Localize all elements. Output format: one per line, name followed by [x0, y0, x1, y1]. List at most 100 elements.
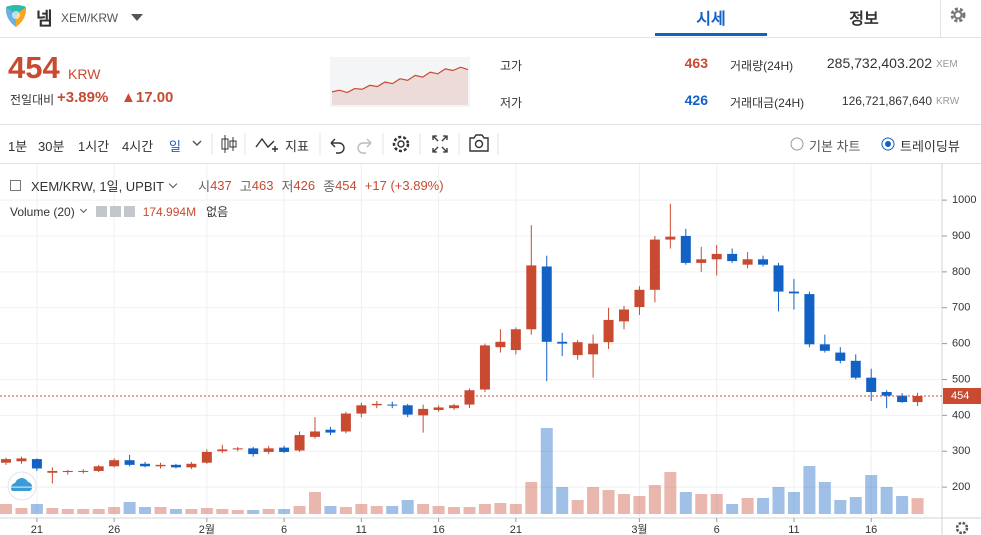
- candle-body: [1, 459, 11, 463]
- ohlc-label: 종: [323, 179, 336, 194]
- dropdown[interactable]: [130, 12, 144, 22]
- chevron[interactable]: [192, 140, 202, 147]
- x-tick-label: 16: [432, 524, 444, 535]
- volume-bar: [865, 475, 878, 514]
- y-tick-label: 400: [952, 409, 970, 421]
- candle-type-button[interactable]: [221, 135, 237, 153]
- mode-option[interactable]: 트레이딩뷰: [900, 139, 960, 154]
- sparkline-line: [331, 66, 469, 94]
- screenshot-button[interactable]: [469, 134, 489, 152]
- coin-name: 넴: [36, 9, 53, 29]
- settings-button[interactable]: [949, 6, 967, 24]
- ohlc-value: 426: [293, 178, 316, 193]
- candle-body: [217, 449, 228, 452]
- volume-bar: [339, 507, 352, 514]
- candle-body: [78, 470, 89, 472]
- candle-body: [418, 408, 429, 416]
- stat-value: 126,721,867,640: [841, 94, 932, 108]
- candle-body: [912, 395, 923, 403]
- volume-bar: [417, 504, 430, 514]
- candle-body: [680, 235, 691, 263]
- divider: [940, 0, 941, 37]
- candle-body: [665, 236, 676, 240]
- candle-body: [93, 466, 104, 471]
- x-tick-label: 6: [281, 524, 287, 535]
- price-tag-label: 454: [951, 390, 969, 402]
- x-tick-label: 16: [865, 524, 877, 535]
- ohlc-label: 시: [198, 179, 211, 194]
- indicator-button[interactable]: 지표: [285, 139, 309, 154]
- y-tick-label: 200: [952, 481, 970, 493]
- candle-body: [866, 377, 877, 393]
- volume-bar: [61, 509, 74, 514]
- tab[interactable]: 시세: [696, 11, 726, 28]
- tab[interactable]: 정보: [849, 11, 879, 28]
- stat-label: 저가: [500, 96, 523, 110]
- interval-button[interactable]: 1시간: [78, 139, 110, 154]
- x-tick-label: 21: [31, 524, 43, 535]
- interval-button[interactable]: 1분: [8, 139, 28, 154]
- y-tick-label: 800: [952, 266, 970, 278]
- stat-label: 거래대금(24H): [730, 96, 805, 110]
- candle-body: [804, 294, 815, 345]
- candle-body: [433, 407, 444, 410]
- candle-body: [819, 344, 830, 351]
- ohlc-value: 454: [335, 178, 357, 193]
- candle-body: [510, 329, 521, 351]
- ohlc-label: 저: [281, 179, 294, 194]
- interval-button[interactable]: 일: [169, 139, 181, 154]
- candle-body: [170, 464, 181, 468]
- volume-icon[interactable]: [123, 206, 135, 217]
- candle-body: [186, 463, 197, 468]
- volume-bar: [92, 509, 105, 514]
- stat-unit: KRW: [936, 96, 960, 107]
- candle-body: [232, 448, 243, 450]
- candle-body: [742, 259, 753, 265]
- candle-body: [16, 458, 27, 462]
- interval-button[interactable]: 30분: [38, 139, 65, 154]
- volume-bar: [448, 507, 461, 514]
- stat-unit: XEM: [936, 59, 958, 70]
- settings-button[interactable]: [392, 135, 410, 153]
- candle-body: [897, 395, 908, 403]
- volume-bar: [726, 504, 739, 514]
- candle-body: [387, 404, 398, 406]
- redo-button[interactable]: [357, 138, 372, 154]
- candle-body: [541, 266, 552, 342]
- volume-bar: [633, 496, 646, 514]
- exchange-logo[interactable]: [7, 471, 37, 501]
- fullscreen-button[interactable]: [432, 135, 448, 153]
- volume-bar: [154, 507, 167, 514]
- x-tick-label: 11: [356, 524, 367, 535]
- mode-option[interactable]: 기본 차트: [809, 139, 861, 154]
- x-tick-label: 6: [714, 524, 720, 535]
- candle-body: [572, 342, 583, 356]
- radio[interactable]: [790, 137, 804, 151]
- volume-icon[interactable]: [109, 206, 121, 217]
- candle-body: [279, 447, 290, 452]
- volume-icon[interactable]: [95, 206, 107, 217]
- candle-body: [479, 345, 490, 390]
- volume-bar: [896, 496, 909, 514]
- chart-settings[interactable]: [955, 521, 969, 535]
- candle-body: [62, 470, 73, 473]
- x-tick-label: 26: [108, 524, 120, 535]
- volume-bar: [46, 508, 59, 514]
- volume-bar: [247, 510, 260, 514]
- divider: [0, 163, 981, 164]
- indicator-icon[interactable]: [255, 137, 278, 152]
- volume-bar: [169, 509, 182, 514]
- candle-body: [47, 470, 58, 473]
- candle-body: [727, 253, 738, 262]
- undo-button[interactable]: [330, 138, 345, 154]
- volume-name: Volume (20): [10, 204, 75, 219]
- candle-body: [155, 464, 166, 467]
- volume-bar: [664, 472, 677, 514]
- volume-bar: [108, 507, 121, 514]
- interval-button[interactable]: 4시간: [122, 139, 154, 154]
- volume-value: 174.994M: [142, 204, 197, 219]
- volume-bar: [648, 485, 661, 514]
- candle-body: [340, 413, 351, 432]
- candle-body: [634, 289, 645, 308]
